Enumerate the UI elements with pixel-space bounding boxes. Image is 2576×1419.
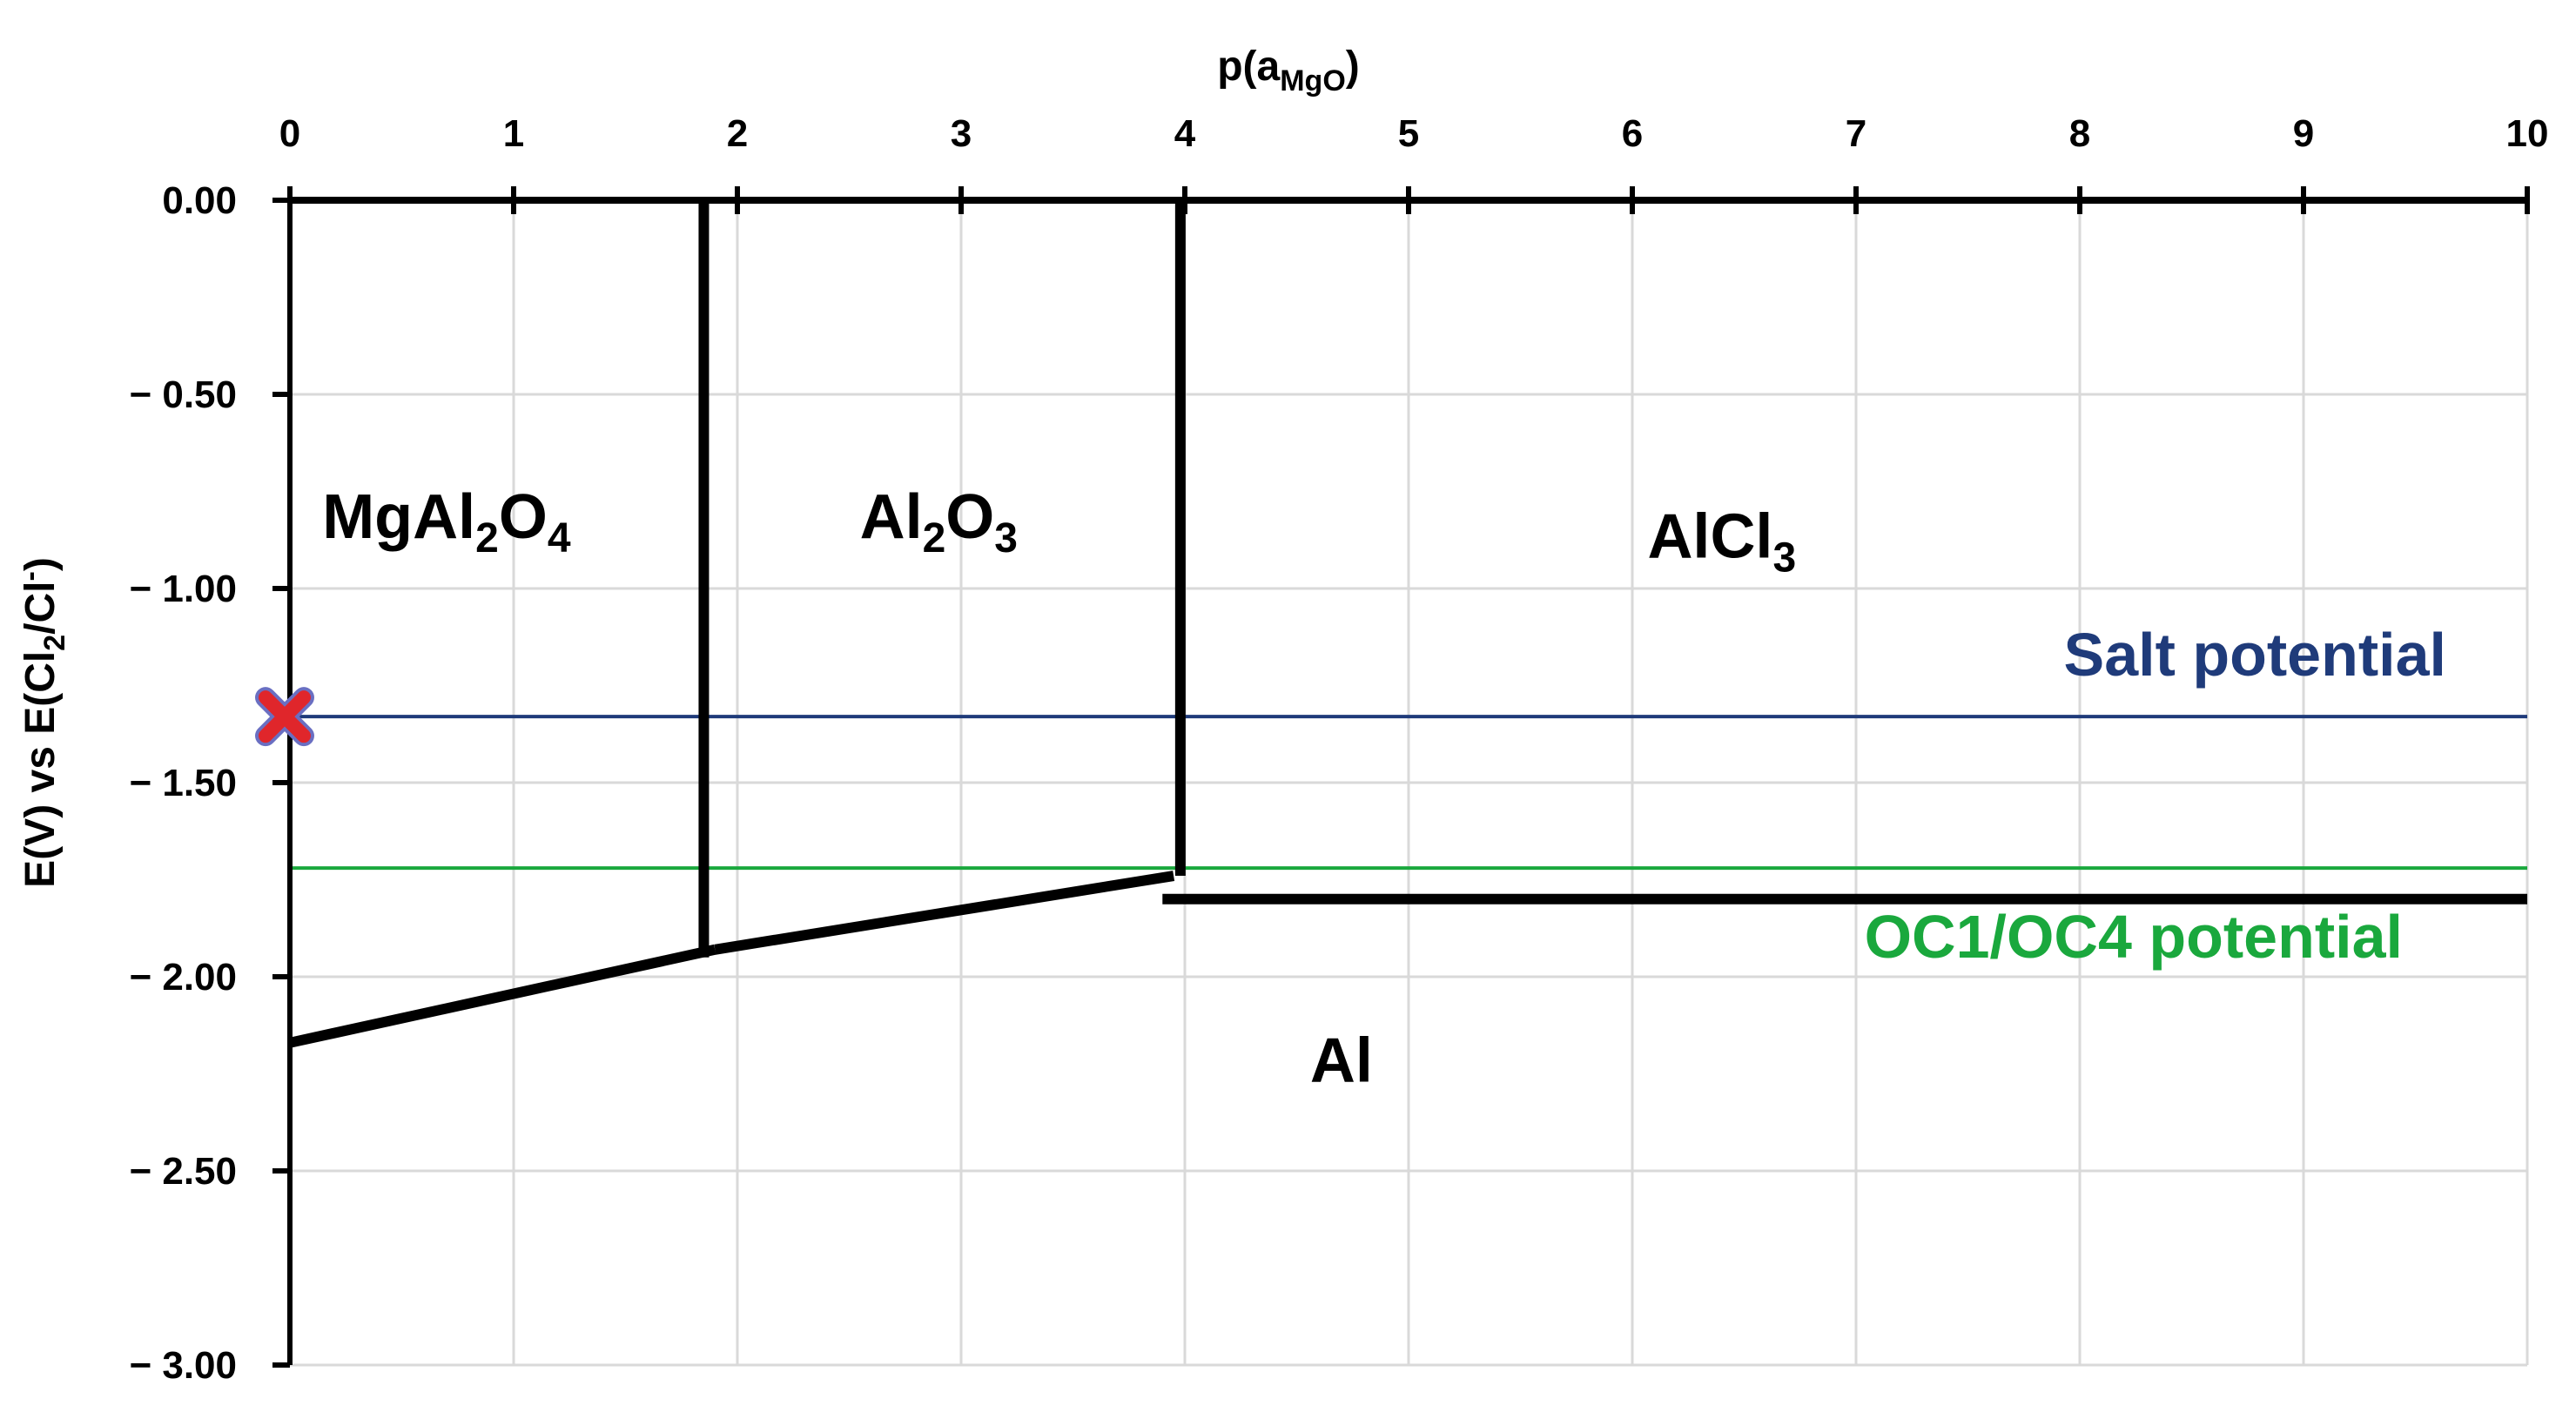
region-label: AlCl3 xyxy=(1647,501,1796,581)
y-tick-label: − 1.00 xyxy=(129,568,237,610)
y-tick-label: − 3.00 xyxy=(129,1344,237,1387)
x-tick-label: 8 xyxy=(2069,112,2090,155)
reference-lines xyxy=(290,715,2527,871)
y-tick-label: 0.00 xyxy=(162,179,237,222)
marker-layer xyxy=(255,687,314,747)
x-tick-label: 10 xyxy=(2506,112,2549,155)
y-tick-label: − 1.50 xyxy=(129,762,237,804)
phase-boundaries xyxy=(288,200,2527,1048)
y-tick-label: − 2.00 xyxy=(129,956,237,999)
grid-layer xyxy=(290,200,2529,1367)
axes xyxy=(272,186,2530,1368)
phase-boundary xyxy=(288,944,716,1048)
y-tick-label: − 0.50 xyxy=(129,373,237,416)
x-tick-label: 6 xyxy=(1622,112,1643,155)
potential-marker xyxy=(255,687,314,747)
region-labels: MgAl2O4 Al2O3 AlCl3 Al xyxy=(322,482,1796,1095)
x-tick-label: 7 xyxy=(1846,112,1866,155)
x-tick-label: 1 xyxy=(503,112,524,155)
y-tick-labels: 0.00 − 0.50 − 1.00 − 1.50 − 2.00 − 2.50 − 3.00 xyxy=(129,179,237,1387)
x-tick-label: 0 xyxy=(279,112,300,155)
region-label: Al xyxy=(1310,1026,1373,1095)
salt-potential-label: Salt potential xyxy=(2064,621,2446,689)
x-tick-label: 4 xyxy=(1174,112,1196,155)
oc1-oc4-potential-label: OC1/OC4 potential xyxy=(1865,903,2403,971)
x-tick-label: 9 xyxy=(2293,112,2314,155)
x-tick-labels: 0 1 2 3 4 5 6 7 8 9 10 xyxy=(279,112,2549,155)
y-tick-label: − 2.50 xyxy=(129,1150,237,1193)
phase-boundary xyxy=(714,871,1175,955)
y-axis-title: E(V) vs E(Cl2/Cl-) xyxy=(14,557,71,888)
x-tick-label: 3 xyxy=(951,112,972,155)
x-tick-label: 5 xyxy=(1398,112,1419,155)
x-tick-label: 2 xyxy=(727,112,748,155)
x-axis-title: p(aMgO) xyxy=(1217,44,1360,98)
region-label: MgAl2O4 xyxy=(322,482,571,562)
region-label: Al2O3 xyxy=(860,482,1018,562)
